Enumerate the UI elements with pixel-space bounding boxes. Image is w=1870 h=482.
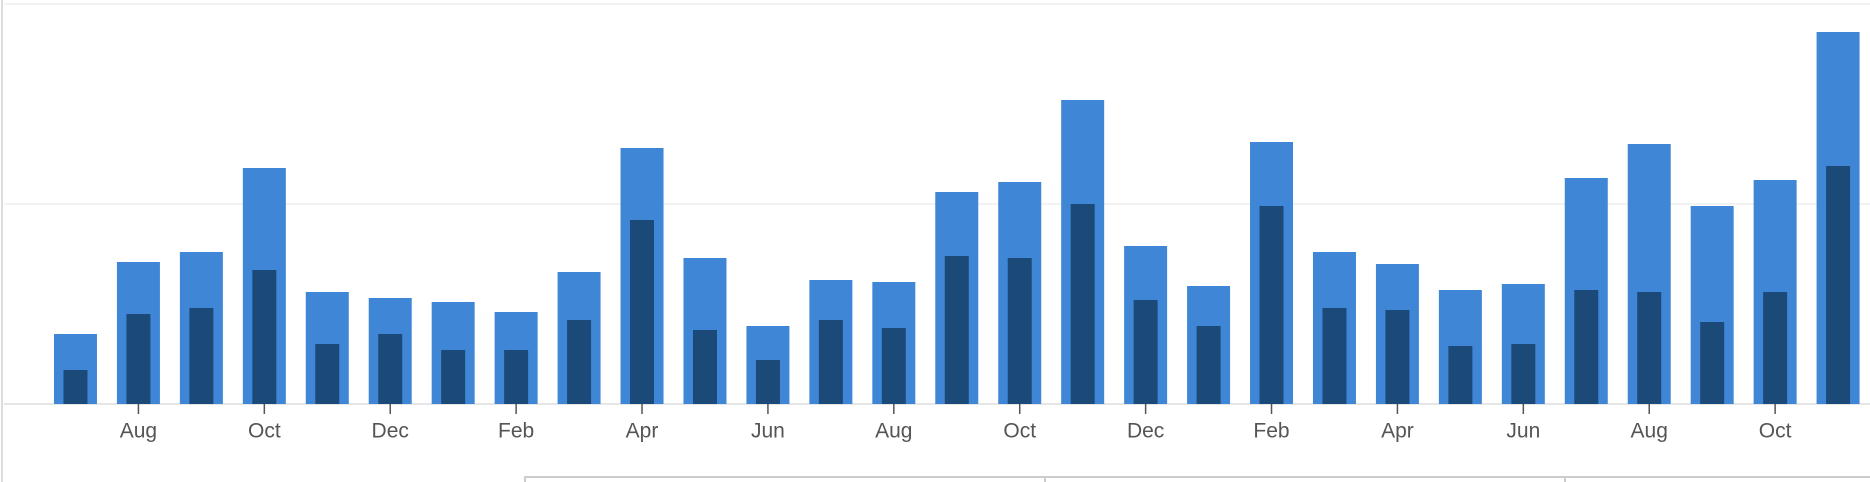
panel-edge <box>524 476 1870 482</box>
bar <box>818 320 843 404</box>
x-tick-label: Jun <box>751 420 785 443</box>
x-tick-label: Dec <box>372 420 409 443</box>
bar <box>1133 300 1158 404</box>
bar <box>1700 322 1725 404</box>
x-tick-label: Aug <box>875 420 912 443</box>
bar <box>1826 166 1851 404</box>
bar <box>630 220 655 404</box>
bar <box>1007 258 1032 404</box>
bar <box>755 360 780 404</box>
x-tick-label: Aug <box>1631 420 1668 443</box>
x-tick-label: Feb <box>1253 420 1289 443</box>
x-tick-label: Oct <box>1759 420 1792 443</box>
x-tick-label: Jun <box>1506 420 1540 443</box>
bar <box>1637 292 1662 404</box>
x-tick-label: Apr <box>1381 420 1414 443</box>
bar <box>1259 206 1284 404</box>
bar <box>441 350 466 404</box>
bar <box>126 314 151 404</box>
bar <box>252 270 277 404</box>
bar <box>692 330 717 404</box>
x-tick-label: Oct <box>248 420 281 443</box>
x-tick-label: Dec <box>1127 420 1164 443</box>
bar <box>1070 204 1095 404</box>
bar <box>504 350 529 404</box>
x-tick-label: Feb <box>498 420 534 443</box>
bar <box>881 328 906 404</box>
bar <box>189 308 214 404</box>
bar <box>567 320 592 404</box>
bar <box>1196 326 1221 404</box>
bar <box>1574 290 1599 404</box>
bar <box>944 256 969 404</box>
bar <box>1763 292 1788 404</box>
bar <box>63 370 88 404</box>
bar <box>1511 344 1536 404</box>
bar <box>1385 310 1410 404</box>
x-tick-label: Oct <box>1003 420 1036 443</box>
bar <box>315 344 340 404</box>
bar <box>378 334 403 404</box>
x-tick-label: Apr <box>626 420 659 443</box>
x-tick-label: Aug <box>120 420 157 443</box>
bar <box>1322 308 1347 404</box>
bar <box>1448 346 1473 404</box>
